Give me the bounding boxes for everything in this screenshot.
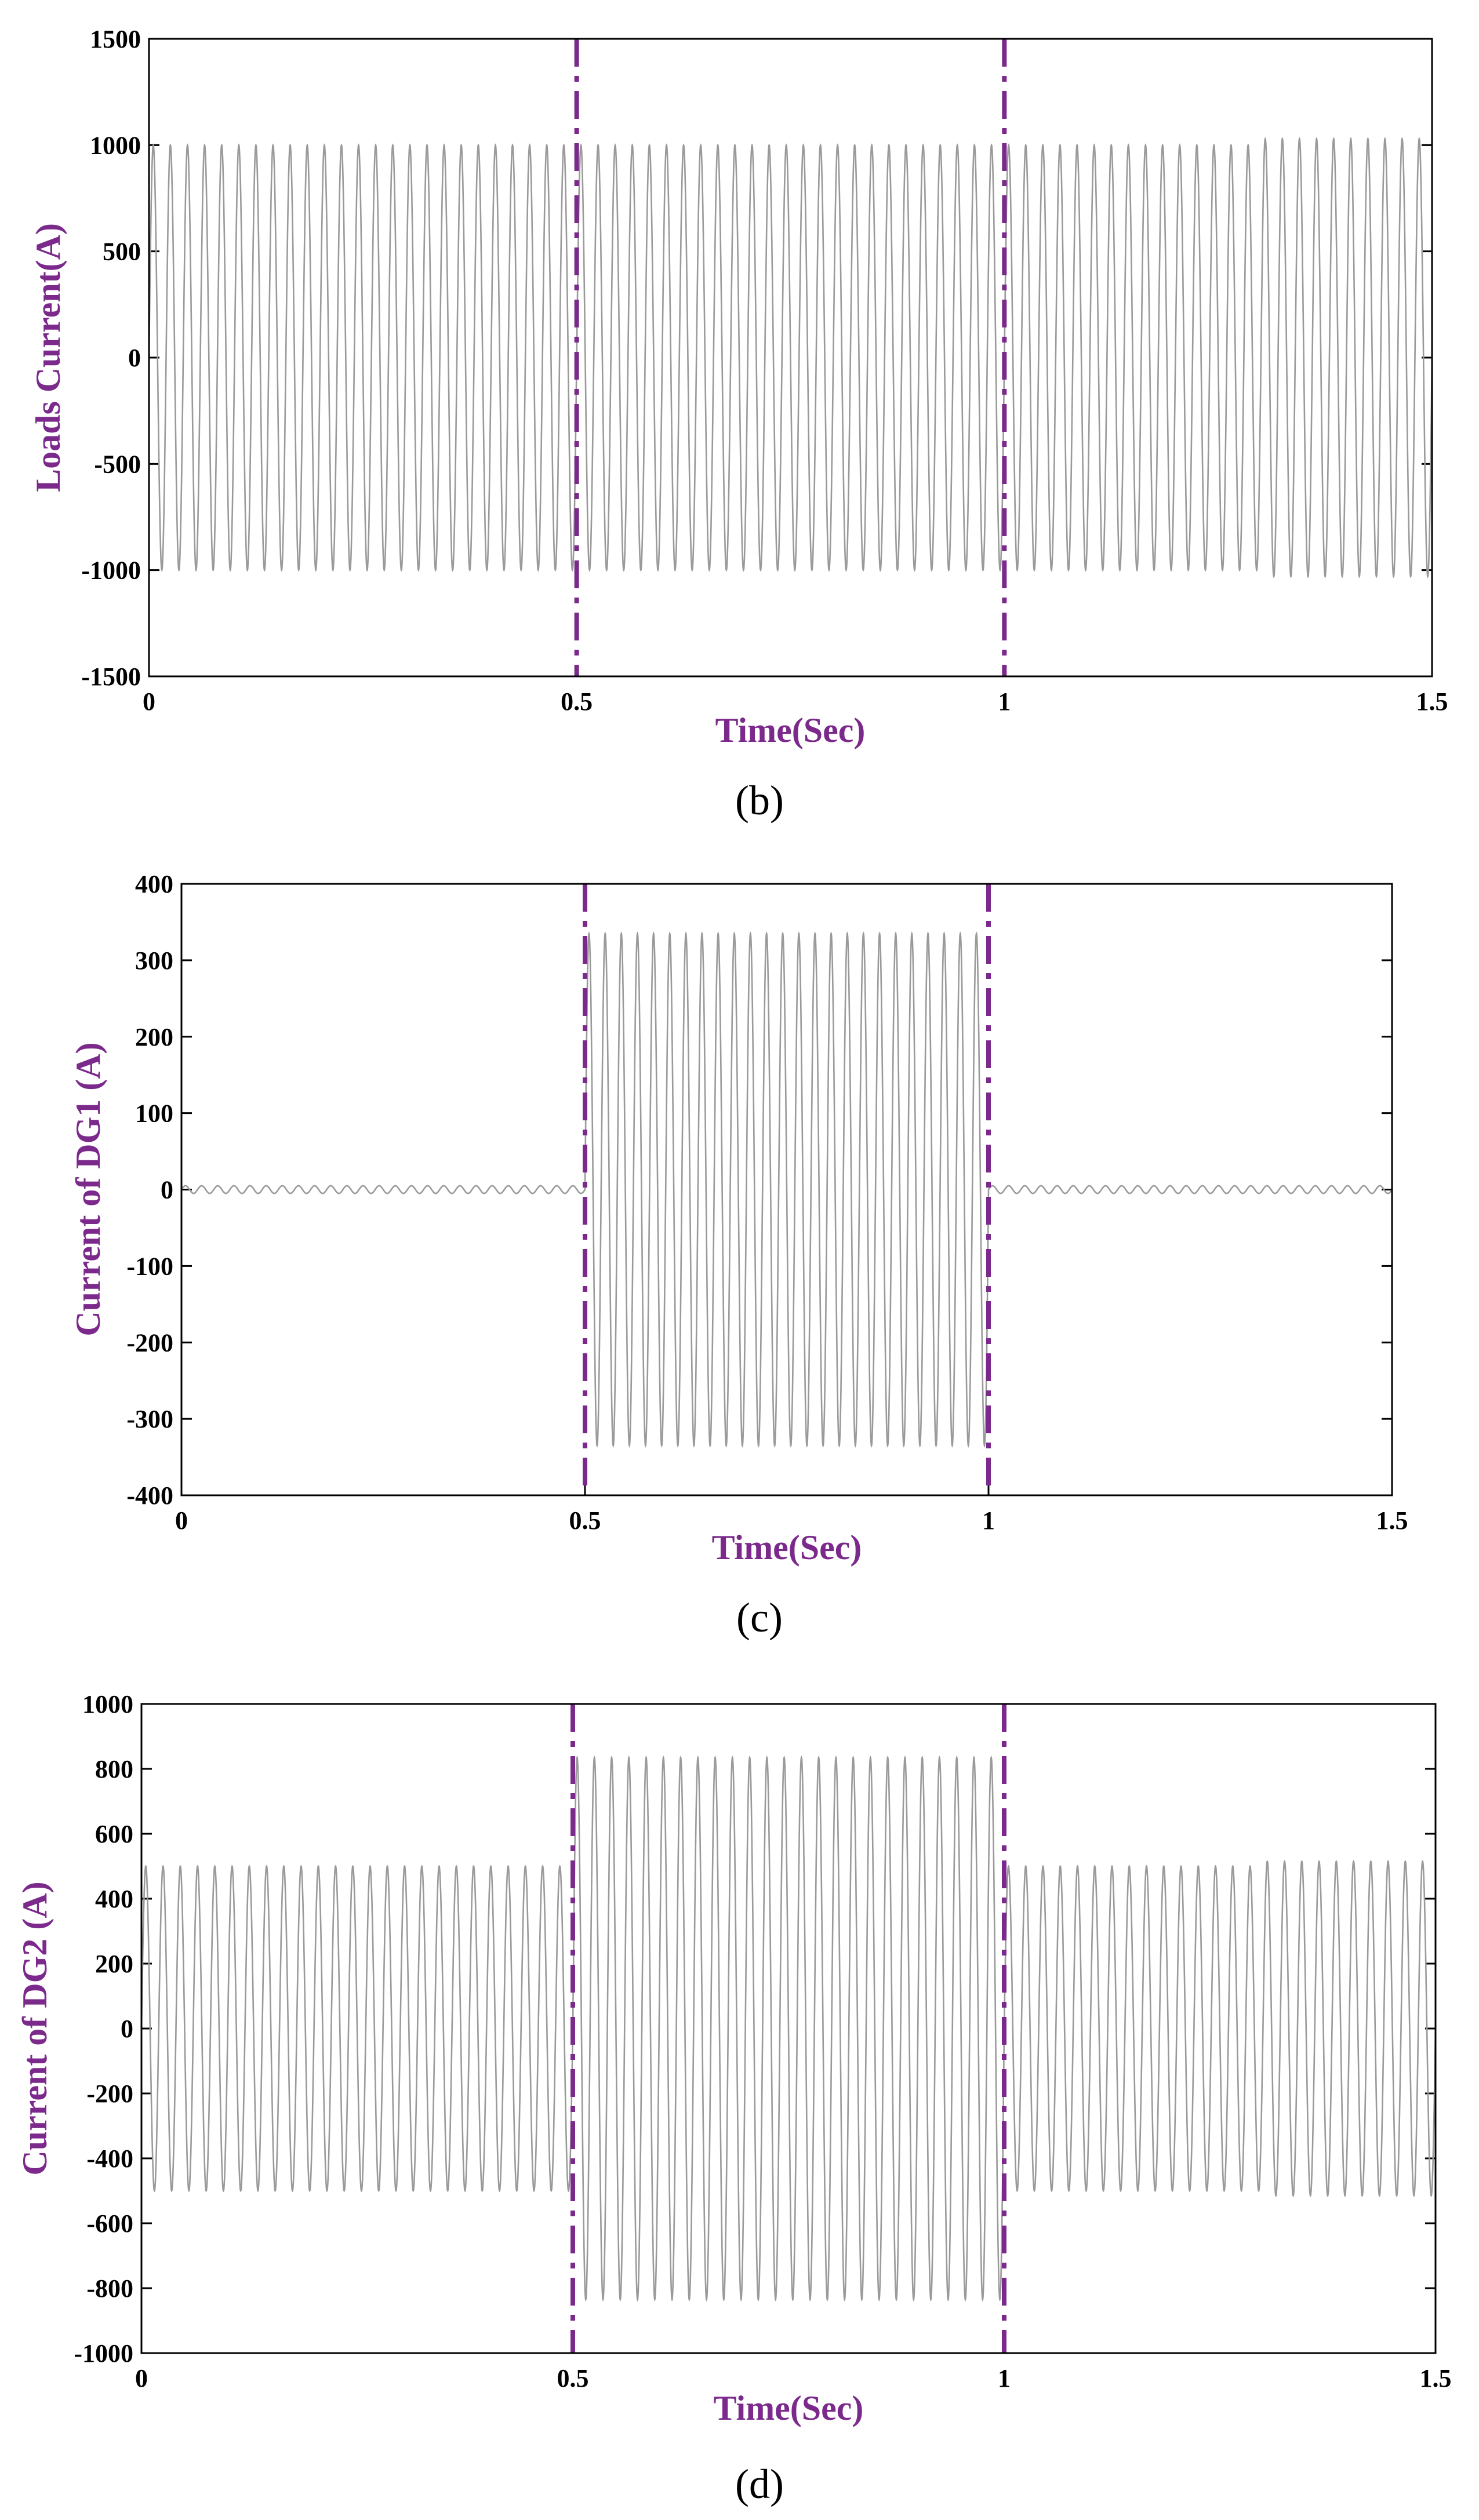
plot-frame-c (180, 883, 1393, 1496)
series-line-c-0 (180, 931, 1393, 1448)
signal-c (180, 931, 1393, 1448)
y-tick-label-d-9: 800 (95, 1755, 133, 1783)
panel-d: -1000 -800 -600 -400 -200 0 200 400 600 800 1000 0… (16, 1690, 1452, 2507)
y-tick-label-d-1: -800 (86, 2274, 133, 2303)
y-axis-label-c: Current of DG1 (A) (69, 1042, 107, 1336)
y-ticks-b: -1500 -1000 -500 0 500 1000 1500 (81, 25, 1432, 691)
panel-c: -400 -300 -200 -100 0 100 200 300 400 0 0.5 1 1.5 C… (69, 870, 1408, 1641)
event-lines-d (570, 1704, 1006, 2353)
x-tick-label-d-2: 1 (998, 2364, 1011, 2392)
x-tick-label-c-2: 1 (982, 1506, 995, 1535)
signal-d (140, 1755, 1437, 2302)
x-tick-label-c-0: 0 (175, 1506, 188, 1535)
y-tick-label-c-2: -200 (126, 1328, 173, 1357)
caption-d: (d) (735, 2461, 784, 2507)
plot-frame-b (148, 38, 1433, 678)
y-tick-label-d-8: 600 (95, 1820, 133, 1848)
series-line-b-0 (148, 137, 1433, 578)
x-tick-label-d-1: 0.5 (557, 2364, 589, 2392)
y-tick-label-c-8: 400 (135, 870, 173, 898)
x-axis-label-b: Time(Sec) (715, 711, 866, 749)
y-tick-label-b-1: -1000 (81, 556, 141, 585)
y-tick-label-b-3: 0 (128, 344, 141, 372)
y-tick-label-d-5: 0 (121, 2015, 133, 2043)
y-axis-label-b: Loads Current(A) (29, 223, 67, 492)
event-lines-b (574, 39, 1007, 676)
y-tick-label-d-7: 400 (95, 1885, 133, 1913)
x-tick-label-b-0: 0 (143, 687, 155, 716)
y-axis-label-d: Current of DG2 (A) (16, 1881, 54, 2175)
x-tick-label-b-1: 0.5 (561, 687, 593, 716)
y-tick-label-d-4: -200 (86, 2080, 133, 2108)
x-axis-label-d: Time(Sec) (714, 2389, 864, 2427)
y-tick-label-c-5: 100 (135, 1099, 173, 1128)
x-tick-label-d-0: 0 (135, 2364, 148, 2392)
x-ticks-d: 0 0.5 1 1.5 (135, 1704, 1452, 2392)
y-tick-label-d-0: -1000 (74, 2339, 133, 2368)
y-tick-label-b-2: -500 (94, 450, 141, 478)
series-line-d-0 (140, 1755, 1437, 2302)
y-tick-label-d-2: -600 (86, 2209, 133, 2238)
plot-frame-d (140, 1703, 1437, 2354)
x-axis-label-c: Time(Sec) (712, 1528, 862, 1567)
y-tick-label-c-3: -100 (126, 1252, 173, 1280)
x-tick-label-c-3: 1.5 (1376, 1506, 1408, 1535)
y-tick-label-b-0: -1500 (81, 662, 141, 691)
y-tick-label-d-3: -400 (86, 2144, 133, 2173)
x-tick-label-c-1: 0.5 (569, 1506, 601, 1535)
y-tick-label-b-6: 1500 (90, 25, 141, 53)
x-tick-label-b-3: 1.5 (1416, 687, 1448, 716)
signal-b (148, 137, 1433, 578)
y-tick-label-c-7: 300 (135, 946, 173, 975)
x-tick-label-b-2: 1 (998, 687, 1011, 716)
x-tick-label-d-3: 1.5 (1420, 2364, 1452, 2392)
y-tick-label-b-5: 1000 (90, 131, 141, 159)
y-tick-label-b-4: 500 (103, 238, 141, 266)
y-tick-label-d-10: 1000 (82, 1690, 133, 1718)
event-lines-c (583, 884, 991, 1495)
y-tick-label-c-6: 200 (135, 1023, 173, 1051)
y-tick-label-c-1: -300 (126, 1405, 173, 1433)
caption-b: (b) (735, 777, 784, 824)
panel-b: -1500 -1000 -500 0 500 1000 1500 0 0.5 1 1.5 Load… (29, 25, 1448, 824)
y-tick-label-d-6: 200 (95, 1950, 133, 1978)
y-tick-label-c-4: 0 (161, 1176, 173, 1204)
y-ticks-c: -400 -300 -200 -100 0 100 200 300 400 (126, 870, 1392, 1510)
caption-c: (c) (736, 1594, 783, 1641)
y-tick-label-c-0: -400 (126, 1481, 173, 1510)
